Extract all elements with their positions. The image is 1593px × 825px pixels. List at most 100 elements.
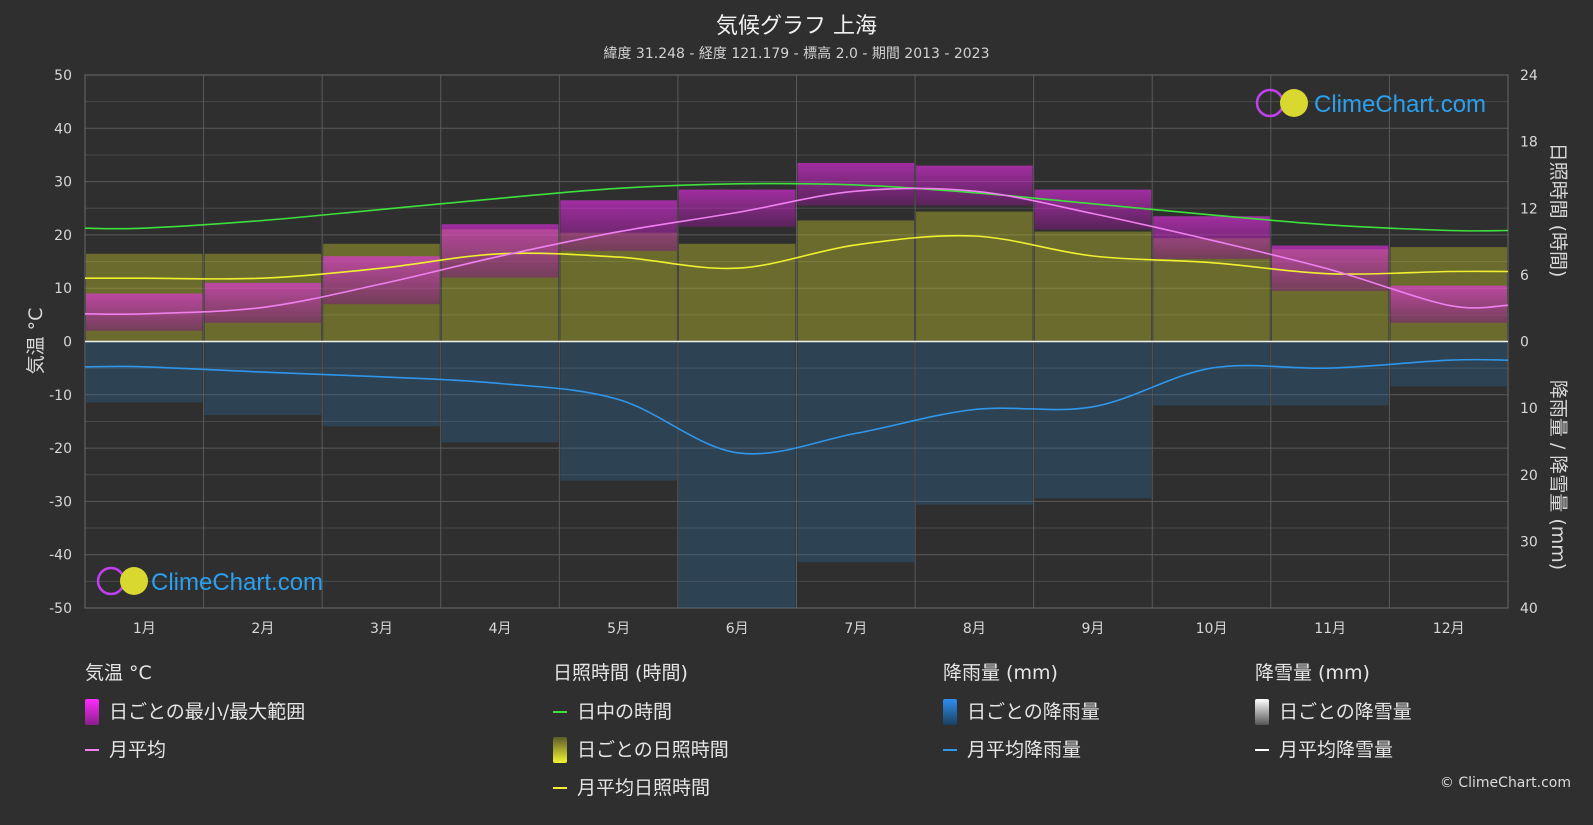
legend-item-daylight: 日中の時間 [553,700,729,724]
month-label: 5月 [607,621,630,637]
left-axis-label: 気温 °C [25,308,47,375]
month-label: 10月 [1196,621,1228,637]
watermark-text: ClimeChart.com [151,569,323,596]
legend-label: 日ごとの降雪量 [1279,701,1412,723]
legend-item-temp-mean: 月平均 [85,738,305,762]
data-areas [86,162,1507,608]
left-tick-label: -10 [49,388,72,404]
daylight-line [85,182,1508,232]
rain-bar [323,341,440,427]
legend-title: 日照時間 (時間) [553,662,688,684]
right-bottom-tick-label: 20 [1520,468,1538,484]
right-top-axis-label: 日照時間 (時間) [1547,143,1569,278]
legend-item-snow-mean: 月平均降雪量 [1255,738,1412,762]
rain-bar [797,341,915,563]
rain-bar [916,341,1033,505]
chart-title: 気候グラフ 上海 [716,14,877,39]
left-tick-label: 50 [54,68,72,84]
logo-sun-icon [1280,89,1308,117]
sunshine-mean-line [85,234,1508,280]
range-swatch-icon [85,699,99,725]
left-tick-label: -30 [49,494,72,510]
right-top-tick-label: 6 [1520,268,1529,284]
left-tick-label: 10 [54,281,72,297]
data-lines [85,182,1508,455]
legend-title: 気温 °C [85,662,152,684]
axes: 気温 °C 日照時間 (時間) 降雨量 / 降雪量 (mm) 50 40 30 20 1… [25,68,1569,637]
legend-label: 日ごとの最小/最大範囲 [109,701,306,723]
rain-bar [1034,341,1152,499]
month-label: 4月 [489,621,512,637]
month-label: 7月 [844,621,867,637]
legend-label: 日ごとの降雨量 [967,701,1100,723]
left-tick-label: -20 [49,441,72,457]
temperature-mean-line [85,187,1508,316]
temp-range-bar [1271,245,1389,291]
temp-range-bar [441,224,559,278]
logo-sun-icon [120,567,148,595]
legend-title: 降雨量 (mm) [943,662,1058,684]
temp-range-bar [204,282,322,323]
temp-range-bar [323,256,440,305]
rain-bar [1271,341,1389,406]
legend-label: 月平均日照時間 [577,777,711,799]
right-bottom-axis-label: 降雨量 / 降雪量 (mm) [1547,380,1569,570]
line-swatch-icon [553,711,567,713]
right-top-tick-label: 18 [1520,135,1538,151]
right-top-tick-label: 24 [1520,68,1538,84]
sunshine-bar [1034,231,1152,342]
month-label: 3月 [370,621,393,637]
right-top-tick-label: 0 [1520,335,1529,351]
right-top-tick-label: 12 [1520,201,1538,217]
legend-item-daily-rain: 日ごとの降雨量 [943,699,1100,725]
left-tick-label: 20 [54,228,72,244]
left-tick-label: -50 [49,601,72,617]
legend-item-rain-mean: 月平均降雨量 [943,738,1100,762]
chart-subtitle: 緯度 31.248 - 経度 121.179 - 標高 2.0 - 期間 201… [603,46,990,62]
legend-label: 月平均降雨量 [967,739,1082,761]
watermark-logo-top: ClimeChart.com [1255,88,1486,118]
month-label: 6月 [726,621,749,637]
legend-label: 月平均 [109,739,167,761]
rain-bar [1390,341,1507,387]
rain-swatch-icon [943,699,957,725]
watermark-text: ClimeChart.com [1314,91,1486,118]
legend-item-sunshine-mean: 月平均日照時間 [553,776,729,800]
rain-bar [204,341,322,416]
rain-bar [86,341,203,403]
rain-bar [560,341,677,481]
line-swatch-icon [943,749,957,751]
sunshine-bar [797,220,915,342]
legend-temperature: 気温 °C 日ごとの最小/最大範囲 月平均 [85,662,305,776]
rain-mean-line [85,358,1508,455]
copyright: © ClimeChart.com [1439,775,1571,791]
sunshine-bar [916,211,1033,342]
month-label: 1月 [133,621,156,637]
month-label: 12月 [1433,621,1465,637]
logo-ring-icon [1255,88,1285,118]
legend-label: 日中の時間 [577,701,673,723]
rain-bar [1153,341,1270,406]
legend-item-daily-snow: 日ごとの降雪量 [1255,699,1412,725]
line-swatch-icon [85,749,99,751]
month-label: 11月 [1314,621,1346,637]
legend-item-daily-sunshine: 日ごとの日照時間 [553,737,729,763]
rain-bar [678,341,796,608]
right-bottom-tick-label: 30 [1520,534,1538,550]
line-swatch-icon [553,787,567,789]
legend-label: 月平均降雪量 [1279,739,1394,761]
legend-sunshine: 日照時間 (時間) 日中の時間 日ごとの日照時間 月平均日照時間 [553,662,729,814]
right-bottom-tick-label: 40 [1520,601,1538,617]
sunshine-bar [678,243,796,342]
left-tick-label: -40 [49,548,72,564]
legend-item-temp-range: 日ごとの最小/最大範囲 [85,699,306,725]
left-tick-label: 40 [54,121,72,137]
temp-range-bar [678,189,796,227]
left-tick-label: 30 [54,175,72,191]
temp-range-bar [916,165,1033,206]
legend-snow: 降雪量 (mm) 日ごとの降雪量 月平均降雪量 [1255,662,1412,776]
sunshine-swatch-icon [553,737,567,763]
snow-swatch-icon [1255,699,1269,725]
legend-label: 日ごとの日照時間 [577,739,729,761]
